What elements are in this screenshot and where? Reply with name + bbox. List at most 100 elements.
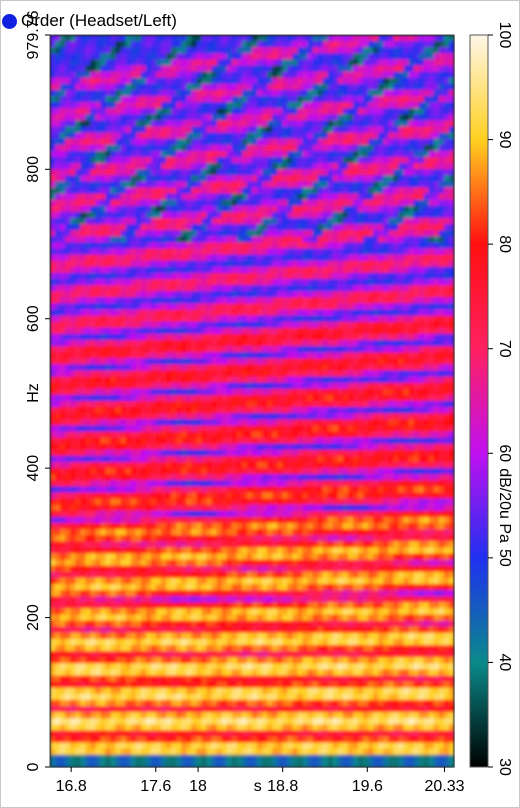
heatmap-cell — [65, 242, 71, 250]
heatmap-cell — [236, 175, 243, 182]
heatmap-cell — [115, 224, 122, 231]
heatmap-cell — [186, 35, 192, 42]
heatmap-cell — [307, 163, 314, 170]
heatmap-cell — [135, 187, 142, 195]
heatmap-cell — [90, 279, 97, 286]
legend-marker-dot[interactable] — [2, 13, 17, 29]
heatmap-cell — [443, 346, 450, 353]
heatmap-cell — [125, 266, 132, 274]
heatmap-cell — [90, 193, 97, 201]
heatmap-cell — [115, 175, 122, 182]
heatmap-cell — [257, 297, 263, 304]
heatmap-cell — [383, 407, 389, 414]
heatmap-cell — [191, 266, 198, 274]
heatmap-cell — [378, 358, 384, 365]
heatmap-cell — [156, 340, 162, 347]
heatmap-cell — [297, 144, 304, 152]
heatmap-cell — [226, 163, 233, 170]
heatmap-cell — [105, 394, 112, 402]
heatmap-cell — [448, 303, 455, 311]
heatmap-cell — [100, 65, 107, 73]
heatmap-cell — [206, 333, 213, 341]
heatmap-cell — [70, 47, 76, 54]
heatmap-cell — [176, 89, 182, 97]
heatmap-cell — [95, 352, 102, 359]
heatmap-cell — [70, 327, 76, 335]
heatmap-cell — [337, 248, 344, 256]
heatmap-cell — [201, 199, 208, 207]
heatmap-cell — [80, 138, 86, 146]
heatmap-cell — [226, 303, 233, 311]
heatmap-cell — [438, 321, 445, 329]
heatmap-cell — [408, 285, 415, 292]
heatmap-cell — [257, 285, 263, 292]
heatmap-cell — [216, 388, 223, 396]
heatmap-cell — [287, 108, 293, 115]
heatmap-cell — [443, 291, 450, 298]
heatmap-cell — [302, 77, 309, 85]
heatmap-cell — [166, 59, 172, 67]
heatmap-cell — [332, 53, 339, 60]
heatmap-cell — [166, 346, 172, 353]
heatmap-cell — [252, 211, 258, 219]
heatmap-cell — [358, 340, 364, 347]
heatmap-cell — [438, 218, 445, 225]
heatmap-cell — [191, 272, 198, 280]
heatmap-cell — [383, 157, 389, 164]
heatmap-cell — [368, 108, 374, 115]
heatmap-cell — [358, 169, 364, 176]
heatmap-cell — [388, 218, 394, 225]
heatmap-cell — [80, 370, 86, 378]
heatmap-cell — [282, 346, 288, 353]
heatmap-cell — [378, 285, 384, 292]
heatmap-cell — [398, 102, 405, 109]
heatmap-cell — [257, 108, 263, 115]
heatmap-cell — [267, 163, 273, 170]
heatmap-cell — [145, 108, 152, 115]
heatmap-cell — [166, 224, 172, 231]
heatmap-cell — [327, 83, 334, 91]
heatmap-cell — [206, 260, 213, 268]
heatmap-cell — [85, 53, 91, 60]
heatmap-cell — [272, 108, 278, 115]
heatmap-cell — [186, 108, 192, 115]
heatmap-cell — [423, 41, 430, 48]
heatmap-cell — [358, 382, 364, 390]
heatmap-cell — [312, 175, 319, 182]
heatmap-cell — [95, 279, 102, 286]
heatmap-cell — [105, 297, 112, 304]
heatmap-cell — [292, 138, 299, 146]
heatmap-cell — [140, 211, 147, 219]
heatmap-cell — [231, 114, 238, 121]
heatmap-cell — [443, 96, 450, 103]
heatmap-cell — [448, 120, 455, 128]
heatmap-cell — [186, 279, 192, 286]
heatmap-cell — [181, 187, 187, 195]
heatmap-cell — [70, 205, 76, 213]
heatmap-cell — [105, 211, 112, 219]
heatmap-cell — [85, 59, 91, 67]
heatmap-cell — [50, 236, 56, 243]
heatmap-cell — [211, 407, 218, 414]
heatmap-cell — [322, 272, 329, 280]
heatmap-cell — [231, 272, 238, 280]
heatmap-cell — [358, 83, 364, 91]
heatmap-cell — [272, 254, 278, 262]
heatmap-cell — [201, 333, 208, 341]
heatmap-cell — [216, 358, 223, 365]
heatmap-cell — [161, 346, 167, 353]
heatmap-cell — [307, 41, 314, 48]
heatmap-cell — [267, 53, 273, 60]
heatmap-cell — [70, 144, 76, 152]
heatmap-cell — [388, 254, 394, 262]
heatmap-cell — [388, 175, 394, 182]
heatmap-cell — [327, 187, 334, 195]
heatmap-cell — [368, 303, 374, 311]
heatmap-cell — [433, 47, 440, 54]
heatmap-cell — [186, 157, 192, 164]
heatmap-cell — [236, 150, 243, 158]
heatmap-cell — [428, 175, 435, 182]
heatmap-cell — [181, 77, 187, 85]
heatmap-cell — [100, 340, 107, 347]
